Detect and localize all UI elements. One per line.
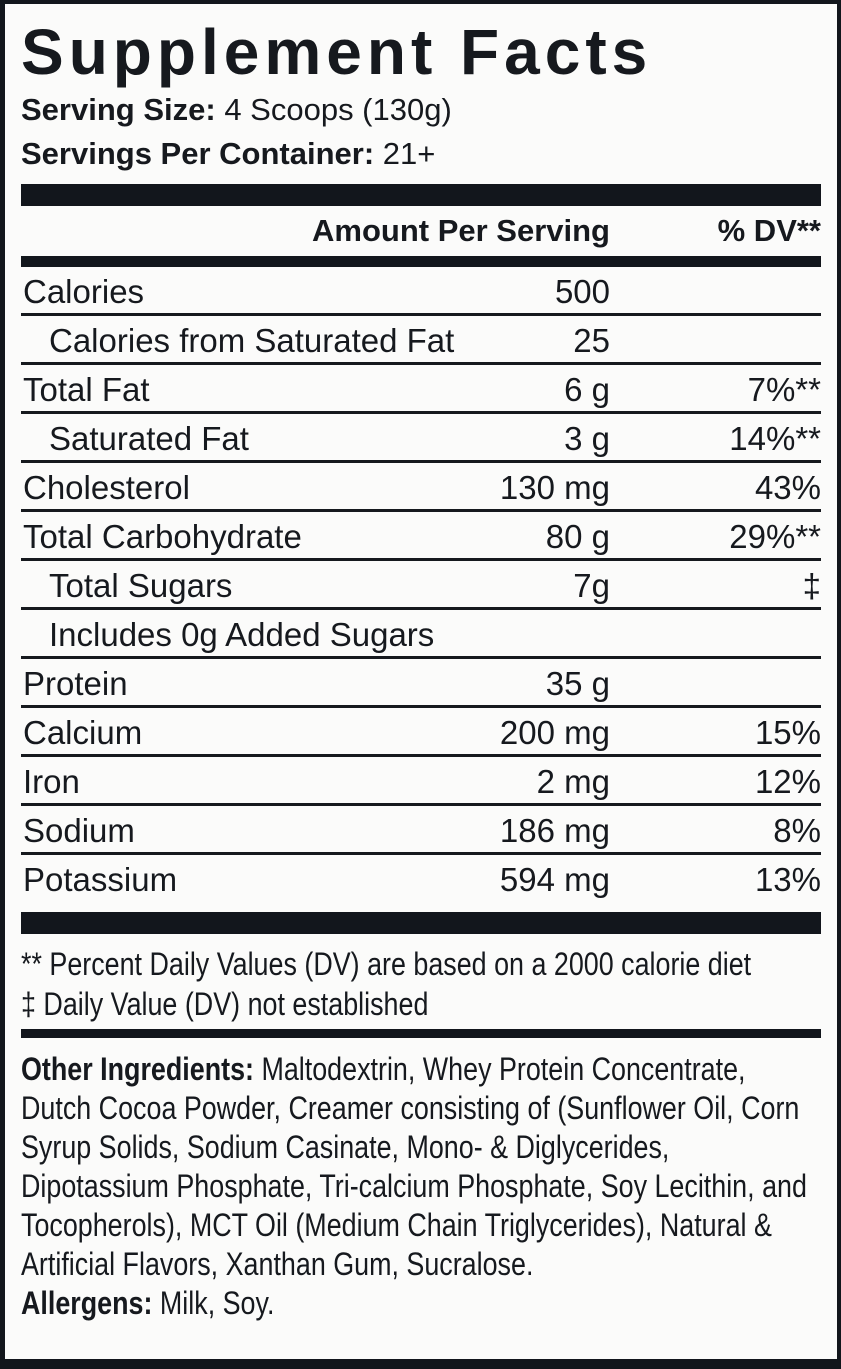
divider-thick-top: [21, 184, 821, 206]
row-name: Total Carbohydrate: [23, 518, 302, 555]
row-amount: 130 mg: [499, 469, 610, 506]
allergens-label: Allergens:: [21, 1285, 153, 1321]
row-amount: 200 mg: [499, 714, 610, 751]
table-row-saturated-fat: Saturated Fat 3 g 14%**: [21, 414, 821, 463]
table-row-calories-from-saturated-fat: Calories from Saturated Fat 25: [21, 316, 821, 365]
footnote-percent-dv: ** Percent Daily Values (DV) are based o…: [21, 946, 752, 982]
other-ingredients-text: Maltodextrin, Whey Protein Concentrate, …: [21, 1051, 807, 1282]
row-name: Cholesterol: [23, 469, 190, 506]
row-name: Iron: [23, 763, 80, 800]
row-name: Calories from Saturated Fat: [49, 322, 455, 359]
row-dv: 12%: [754, 763, 821, 800]
footnotes: ** Percent Daily Values (DV) are based o…: [21, 944, 822, 1024]
label-title: Supplement Facts: [21, 16, 653, 88]
row-dv: 14%**: [729, 420, 821, 457]
column-header-amount: Amount Per Serving: [312, 213, 610, 248]
row-dv: ‡: [802, 567, 821, 604]
row-name: Total Sugars: [49, 567, 233, 604]
divider-thick-bottom: [21, 912, 821, 934]
table-row-sodium: Sodium 186 mg 8%: [21, 806, 821, 855]
row-name: Total Fat: [23, 371, 150, 408]
row-name: Calcium: [23, 714, 143, 751]
row-amount: 35 g: [545, 665, 610, 702]
column-header-dv: % DV**: [717, 213, 821, 248]
row-amount: 3 g: [564, 420, 610, 457]
row-name: Potassium: [23, 861, 178, 898]
row-amount: 7g: [573, 567, 610, 604]
row-amount: 80 g: [545, 518, 610, 555]
table-row-cholesterol: Cholesterol 130 mg 43%: [21, 463, 821, 512]
row-amount: 500: [554, 273, 610, 310]
table-row-potassium: Potassium 594 mg 13%: [21, 855, 821, 904]
row-dv: 43%: [754, 469, 821, 506]
serving-size-line: Serving Size: 4 Scoops (130g): [21, 88, 821, 132]
table-row-total-fat: Total Fat 6 g 7%**: [21, 365, 821, 414]
row-name: Sodium: [23, 812, 135, 849]
table-row-total-carbohydrate: Total Carbohydrate 80 g 29%**: [21, 512, 821, 561]
other-ingredients-label: Other Ingredients:: [21, 1051, 254, 1087]
table-row-total-sugars: Total Sugars 7g ‡: [21, 561, 821, 610]
table-row-added-sugars: Includes 0g Added Sugars: [21, 610, 821, 659]
table-row-calories: Calories 500: [21, 267, 821, 316]
servings-per-container-line: Servings Per Container: 21+: [21, 132, 821, 176]
table-header-row: Amount Per Serving % DV**: [21, 206, 821, 256]
table-row-calcium: Calcium 200 mg 15%: [21, 708, 821, 757]
row-amount: 2 mg: [536, 763, 610, 800]
row-dv: 7%**: [747, 371, 821, 408]
servings-per-container-label: Servings Per Container:: [21, 136, 375, 171]
other-ingredients: Other Ingredients: Maltodextrin, Whey Pr…: [21, 1050, 822, 1284]
serving-size-value: 4 Scoops (130g): [224, 92, 452, 127]
row-dv: 8%: [773, 812, 821, 849]
divider-medium-ingredients: [21, 1029, 821, 1038]
row-dv: 13%: [754, 861, 821, 898]
row-name: Protein: [23, 665, 128, 702]
allergens: Allergens: Milk, Soy.: [21, 1284, 822, 1323]
row-amount: 6 g: [564, 371, 610, 408]
divider-medium-header: [21, 256, 821, 267]
row-name: Saturated Fat: [49, 420, 249, 457]
row-dv: 29%**: [729, 518, 821, 555]
row-amount: 186 mg: [499, 812, 610, 849]
table-row-iron: Iron 2 mg 12%: [21, 757, 821, 806]
row-dv: 15%: [754, 714, 821, 751]
row-amount: 594 mg: [499, 861, 610, 898]
nutrition-table: Calories 500 Calories from Saturated Fat…: [21, 267, 821, 904]
serving-size-label: Serving Size:: [21, 92, 216, 127]
row-name: Includes 0g Added Sugars: [49, 616, 435, 653]
row-amount: 25: [573, 322, 610, 359]
servings-per-container-value: 21+: [382, 136, 436, 171]
row-name: Calories: [23, 273, 145, 310]
table-row-protein: Protein 35 g: [21, 659, 821, 708]
allergens-text: Milk, Soy.: [152, 1285, 275, 1321]
footnote-dagger: ‡ Daily Value (DV) not established: [21, 986, 429, 1022]
